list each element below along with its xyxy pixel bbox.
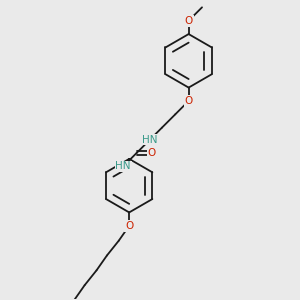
Text: O: O [147, 148, 156, 158]
Text: HN: HN [116, 161, 131, 171]
Text: HN: HN [142, 135, 158, 145]
Text: O: O [184, 96, 193, 106]
Text: O: O [184, 16, 193, 26]
Text: O: O [125, 221, 133, 231]
